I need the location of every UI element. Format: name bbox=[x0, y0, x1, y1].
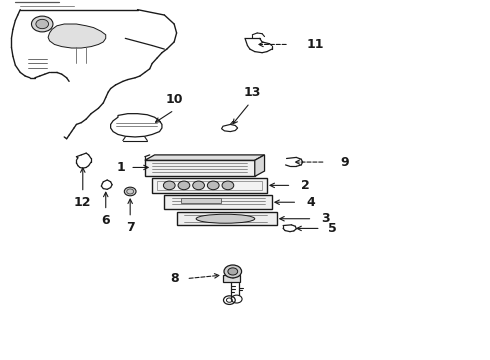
Circle shape bbox=[36, 19, 49, 29]
Circle shape bbox=[178, 181, 190, 190]
Circle shape bbox=[163, 181, 175, 190]
Text: 3: 3 bbox=[321, 212, 329, 225]
Circle shape bbox=[31, 16, 53, 32]
Polygon shape bbox=[181, 198, 221, 203]
Polygon shape bbox=[223, 275, 240, 282]
Circle shape bbox=[224, 265, 242, 278]
Polygon shape bbox=[145, 160, 255, 176]
Text: 4: 4 bbox=[306, 196, 315, 209]
Circle shape bbox=[228, 268, 238, 275]
Circle shape bbox=[222, 181, 234, 190]
Polygon shape bbox=[164, 195, 272, 210]
Text: 1: 1 bbox=[117, 161, 125, 174]
Text: 5: 5 bbox=[328, 222, 337, 235]
Text: 2: 2 bbox=[301, 179, 310, 192]
Circle shape bbox=[207, 181, 219, 190]
Text: 12: 12 bbox=[74, 196, 92, 209]
Text: 9: 9 bbox=[340, 156, 349, 168]
Text: 6: 6 bbox=[101, 214, 110, 227]
Text: 7: 7 bbox=[126, 221, 135, 234]
Text: 13: 13 bbox=[244, 86, 261, 99]
Polygon shape bbox=[145, 155, 265, 160]
Polygon shape bbox=[48, 24, 106, 48]
Text: 8: 8 bbox=[171, 272, 179, 285]
Polygon shape bbox=[152, 178, 267, 193]
Polygon shape bbox=[255, 155, 265, 176]
Circle shape bbox=[124, 187, 136, 196]
Text: 10: 10 bbox=[166, 94, 183, 107]
Text: 11: 11 bbox=[306, 38, 323, 51]
Polygon shape bbox=[176, 212, 277, 225]
Circle shape bbox=[193, 181, 204, 190]
Ellipse shape bbox=[196, 214, 255, 223]
